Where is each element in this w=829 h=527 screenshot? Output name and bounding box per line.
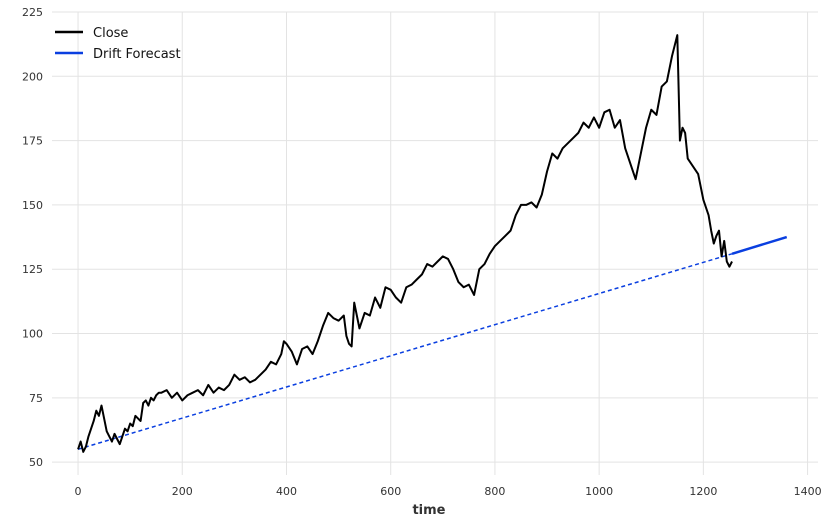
x-tick-label: 1000: [585, 485, 613, 498]
y-tick-label: 75: [29, 392, 43, 405]
drift-dashed-line: [77, 253, 733, 450]
y-tick-label: 125: [22, 263, 43, 276]
x-tick-label: 600: [380, 485, 401, 498]
y-tick-label: 175: [22, 135, 43, 148]
y-tick-label: 225: [22, 6, 43, 19]
x-tick-label: 200: [172, 485, 193, 498]
x-tick-label: 1400: [794, 485, 822, 498]
grid-lines: [52, 11, 818, 475]
legend: Close Drift Forecast: [55, 26, 181, 62]
x-tick-label: 400: [276, 485, 297, 498]
x-tick-label: 0: [75, 485, 82, 498]
y-axis-ticks: 50 75 100 125 150 175 200 225: [22, 6, 43, 469]
x-tick-label: 800: [484, 485, 505, 498]
y-tick-label: 200: [22, 70, 43, 83]
drift-forecast-line: [731, 235, 788, 255]
x-axis-title: time: [412, 503, 445, 518]
legend-label: Close: [93, 26, 128, 41]
close-series-line: [77, 34, 733, 453]
y-tick-label: 100: [22, 328, 43, 341]
y-tick-label: 150: [22, 199, 43, 212]
x-axis-ticks: 0 200 400 600 800 1000 1200 1400: [75, 485, 822, 498]
plot-area: [77, 34, 788, 453]
legend-label: Drift Forecast: [93, 47, 181, 62]
y-tick-label: 50: [29, 456, 43, 469]
x-tick-label: 1200: [689, 485, 717, 498]
